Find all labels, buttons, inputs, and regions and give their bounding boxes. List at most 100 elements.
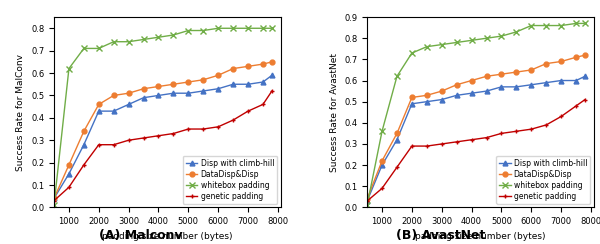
whitebox padding <box>140 38 147 41</box>
whitebox padding <box>65 67 73 70</box>
genetic padding <box>498 132 505 135</box>
whitebox padding <box>200 29 207 32</box>
Disp with climb-hill <box>50 197 58 200</box>
DataDisp&Disp <box>80 130 88 133</box>
whitebox padding <box>423 45 430 48</box>
Disp with climb-hill <box>408 102 415 105</box>
whitebox padding <box>438 43 445 46</box>
Disp with climb-hill <box>80 143 88 146</box>
whitebox padding <box>230 27 237 30</box>
Disp with climb-hill <box>557 79 565 82</box>
genetic padding <box>140 137 147 140</box>
Disp with climb-hill <box>244 83 251 86</box>
DataDisp&Disp <box>268 61 275 63</box>
DataDisp&Disp <box>572 56 580 59</box>
whitebox padding <box>542 24 550 27</box>
Y-axis label: Success Rate for MalConv: Success Rate for MalConv <box>16 54 25 171</box>
whitebox padding <box>557 24 565 27</box>
X-axis label: padding size number (bytes): padding size number (bytes) <box>102 232 233 241</box>
DataDisp&Disp <box>125 92 132 95</box>
whitebox padding <box>268 27 275 30</box>
DataDisp&Disp <box>244 65 251 68</box>
DataDisp&Disp <box>557 60 565 63</box>
Line: Disp with climb-hill: Disp with climb-hill <box>52 73 274 201</box>
DataDisp&Disp <box>528 69 535 71</box>
genetic padding <box>483 136 490 139</box>
Disp with climb-hill <box>483 90 490 92</box>
Text: (A) Malconv: (A) Malconv <box>99 229 183 242</box>
DataDisp&Disp <box>230 67 237 70</box>
genetic padding <box>581 98 589 101</box>
DataDisp&Disp <box>468 79 475 82</box>
genetic padding <box>513 130 520 133</box>
Disp with climb-hill <box>65 172 73 175</box>
Legend: Disp with climb-hill, DataDisp&Disp, whitebox padding, genetic padding: Disp with climb-hill, DataDisp&Disp, whi… <box>496 156 590 203</box>
Disp with climb-hill <box>155 94 162 97</box>
DataDisp&Disp <box>140 87 147 90</box>
whitebox padding <box>170 33 177 36</box>
DataDisp&Disp <box>200 78 207 81</box>
DataDisp&Disp <box>50 197 58 200</box>
DataDisp&Disp <box>438 90 445 92</box>
Disp with climb-hill <box>95 110 103 112</box>
Disp with climb-hill <box>423 100 430 103</box>
genetic padding <box>50 199 58 202</box>
Disp with climb-hill <box>468 92 475 95</box>
Disp with climb-hill <box>200 90 207 92</box>
whitebox padding <box>408 51 415 54</box>
Disp with climb-hill <box>572 79 580 82</box>
whitebox padding <box>581 22 589 25</box>
genetic padding <box>244 110 251 112</box>
Line: whitebox padding: whitebox padding <box>364 21 588 208</box>
Disp with climb-hill <box>215 87 222 90</box>
Line: Disp with climb-hill: Disp with climb-hill <box>365 74 587 203</box>
Disp with climb-hill <box>125 103 132 106</box>
whitebox padding <box>483 37 490 40</box>
Disp with climb-hill <box>379 164 386 167</box>
DataDisp&Disp <box>379 159 386 162</box>
Disp with climb-hill <box>394 138 401 141</box>
Disp with climb-hill <box>513 85 520 88</box>
DataDisp&Disp <box>65 163 73 166</box>
genetic padding <box>572 104 580 107</box>
DataDisp&Disp <box>513 71 520 73</box>
X-axis label: padding size number (bytes): padding size number (bytes) <box>415 232 546 241</box>
DataDisp&Disp <box>215 74 222 77</box>
genetic padding <box>408 145 415 148</box>
genetic padding <box>268 90 275 92</box>
genetic padding <box>364 200 371 203</box>
whitebox padding <box>394 75 401 78</box>
whitebox padding <box>364 204 371 207</box>
whitebox padding <box>125 40 132 43</box>
genetic padding <box>379 187 386 190</box>
DataDisp&Disp <box>110 94 118 97</box>
Y-axis label: Success Rate for AvastNet: Success Rate for AvastNet <box>329 53 338 172</box>
genetic padding <box>453 140 460 143</box>
genetic padding <box>110 143 118 146</box>
Line: DataDisp&Disp: DataDisp&Disp <box>365 53 587 201</box>
genetic padding <box>468 138 475 141</box>
genetic padding <box>394 166 401 169</box>
DataDisp&Disp <box>423 94 430 97</box>
Disp with climb-hill <box>453 94 460 97</box>
whitebox padding <box>50 204 58 207</box>
Disp with climb-hill <box>364 200 371 203</box>
Disp with climb-hill <box>438 98 445 101</box>
whitebox padding <box>498 35 505 38</box>
Disp with climb-hill <box>110 110 118 112</box>
genetic padding <box>542 123 550 126</box>
genetic padding <box>528 128 535 131</box>
Line: genetic padding: genetic padding <box>365 97 587 203</box>
whitebox padding <box>110 40 118 43</box>
DataDisp&Disp <box>542 62 550 65</box>
whitebox padding <box>513 30 520 33</box>
DataDisp&Disp <box>483 75 490 78</box>
whitebox padding <box>259 27 266 30</box>
Legend: Disp with climb-hill, DataDisp&Disp, whitebox padding, genetic padding: Disp with climb-hill, DataDisp&Disp, whi… <box>183 156 277 203</box>
whitebox padding <box>215 27 222 30</box>
Disp with climb-hill <box>259 81 266 83</box>
genetic padding <box>170 132 177 135</box>
Line: whitebox padding: whitebox padding <box>51 25 275 208</box>
genetic padding <box>80 163 88 166</box>
genetic padding <box>155 134 162 137</box>
